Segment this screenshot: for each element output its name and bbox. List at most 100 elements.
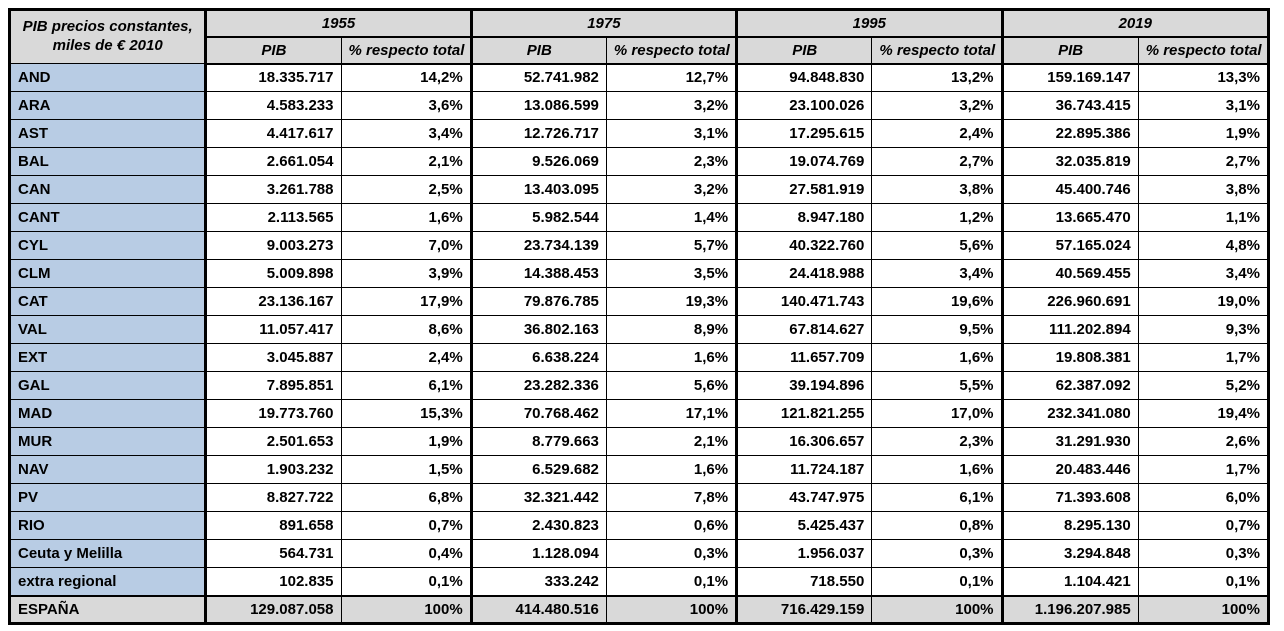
pib-value: 2.501.653 [204,427,342,456]
pib-value: 1.104.421 [1000,567,1139,596]
pib-value: 226.960.691 [1000,287,1139,316]
pib-value: 2.430.823 [469,511,607,540]
pct-value: 15,3% [340,399,472,428]
pct-value: 0,3% [1137,539,1270,568]
pct-value: 100% [871,594,1003,624]
pct-value: 0,1% [605,567,738,596]
pct-value: 3,4% [871,259,1003,288]
pct-value: 6,0% [1137,483,1270,512]
table-row: CLM 5.009.898 3,9% 14.388.453 3,5% 24.418.988… [8,259,1270,288]
pib-value: 9.003.273 [204,231,342,260]
pct-value: 3,9% [340,259,472,288]
pib-value: 2.661.054 [204,147,342,176]
pct-value: 8,9% [605,315,738,344]
pct-value: 100% [1137,594,1270,624]
region-label: CLM [8,259,207,288]
year-header-1995: 1995 [735,9,1003,38]
pct-value: 0,7% [1137,511,1270,540]
pib-value: 6.638.224 [469,343,607,372]
table-row: CAT 23.136.167 17,9% 79.876.785 19,3% 140.471… [8,287,1270,316]
pct-value: 0,1% [340,567,472,596]
pib-value: 40.322.760 [735,231,873,260]
pct-value: 0,1% [871,567,1003,596]
pct-value: 6,1% [871,483,1003,512]
pib-value: 19.773.760 [204,399,342,428]
region-label: CAN [8,175,207,204]
pib-value: 11.657.709 [735,343,873,372]
region-label: BAL [8,147,207,176]
subheader-row: PIB % respecto total PIB % respecto tota… [10,36,1270,65]
pct-value: 13,3% [1137,63,1270,92]
pib-value: 11.057.417 [204,315,342,344]
pib-value: 23.734.139 [469,231,607,260]
pib-value: 39.194.896 [735,371,873,400]
pct-value: 17,1% [605,399,738,428]
pib-value: 20.483.446 [1000,455,1139,484]
table-row: CAN 3.261.788 2,5% 13.403.095 3,2% 27.581.919… [8,175,1270,204]
pct-value: 5,6% [871,231,1003,260]
pib-value: 891.658 [204,511,342,540]
pct-value: 3,2% [605,175,738,204]
col-header-pct-2019: % respecto total [1137,36,1270,65]
region-label: MUR [8,427,207,456]
pib-value: 36.802.163 [469,315,607,344]
region-label: AST [8,119,207,148]
pct-value: 2,5% [340,175,472,204]
pct-value: 2,3% [871,427,1003,456]
pct-value: 0,8% [871,511,1003,540]
region-label: MAD [8,399,207,428]
region-label: ARA [8,91,207,120]
pib-value: 718.550 [735,567,873,596]
pct-value: 1,1% [1137,203,1270,232]
pct-value: 1,4% [605,203,738,232]
pct-value: 3,8% [1137,175,1270,204]
pib-value: 23.282.336 [469,371,607,400]
pib-value: 5.425.437 [735,511,873,540]
pct-value: 3,6% [340,91,472,120]
pct-value: 9,3% [1137,315,1270,344]
pib-value: 23.100.026 [735,91,873,120]
region-label: PV [8,483,207,512]
pib-value: 7.895.851 [204,371,342,400]
pib-value: 8.947.180 [735,203,873,232]
table-row: AND 18.335.717 14,2% 52.741.982 12,7% 94.848.… [8,63,1270,92]
table-row: Ceuta y Melilla 564.731 0,4% 1.128.094 0,3% 1… [8,539,1270,568]
pct-value: 100% [605,594,738,624]
col-header-pib-2019: PIB [1000,36,1139,65]
col-header-pct-1955: % respecto total [340,36,472,65]
pib-value: 3.261.788 [204,175,342,204]
pib-value: 1.956.037 [735,539,873,568]
table-row: NAV 1.903.232 1,5% 6.529.682 1,6% 11.724.187 1… [8,455,1270,484]
pct-value: 7,0% [340,231,472,260]
pib-value: 40.569.455 [1000,259,1139,288]
table-row: GAL 7.895.851 6,1% 23.282.336 5,6% 39.194.896… [8,371,1270,400]
pct-value: 3,1% [605,119,738,148]
table-row: MAD 19.773.760 15,3% 70.768.462 17,1% 121.821… [8,399,1270,428]
pct-value: 13,2% [871,63,1003,92]
table-title-line1: PIB precios constantes, [22,18,193,36]
pct-value: 5,2% [1137,371,1270,400]
table-row: BAL 2.661.054 2,1% 9.526.069 2,3% 19.074.769 2… [8,147,1270,176]
pib-value: 111.202.894 [1000,315,1139,344]
pct-value: 1,7% [1137,455,1270,484]
col-header-pct-1975: % respecto total [605,36,738,65]
year-header-1975: 1975 [469,9,738,38]
pib-value: 8.827.722 [204,483,342,512]
pct-value: 9,5% [871,315,1003,344]
pib-value: 232.341.080 [1000,399,1139,428]
pct-value: 4,8% [1137,231,1270,260]
pct-value: 8,6% [340,315,472,344]
pct-value: 17,0% [871,399,1003,428]
pib-value: 57.165.024 [1000,231,1139,260]
pct-value: 14,2% [340,63,472,92]
pib-value: 70.768.462 [469,399,607,428]
pct-value: 19,6% [871,287,1003,316]
table-title-line2: miles de € 2010 [52,37,163,54]
pib-value: 67.814.627 [735,315,873,344]
table-row: EXT 3.045.887 2,4% 6.638.224 1,6% 11.657.709 1… [8,343,1270,372]
pct-value: 0,3% [871,539,1003,568]
pct-value: 1,6% [605,455,738,484]
pib-table: PIB precios constantes, miles de € 2010 … [8,8,1270,625]
pib-value: 129.087.058 [204,594,342,624]
